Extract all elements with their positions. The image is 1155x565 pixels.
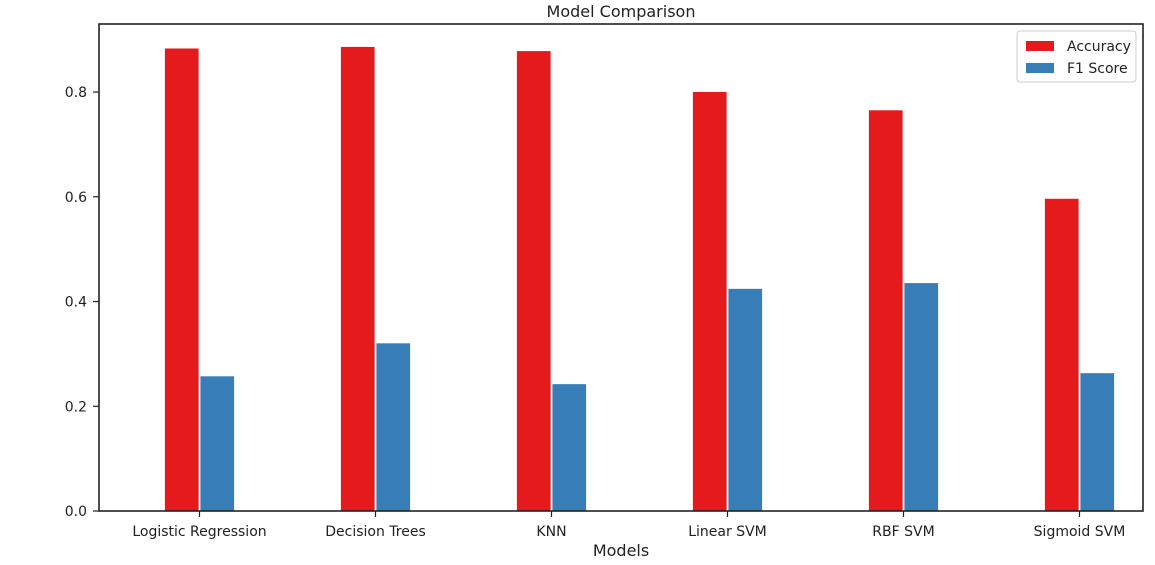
bar-f1-score-1 — [375, 342, 411, 512]
x-tick-label: Linear SVM — [688, 524, 767, 540]
bar-accuracy-4 — [868, 109, 904, 512]
bar-f1-score-0 — [199, 375, 235, 512]
legend-label-f1-score: F1 Score — [1067, 61, 1128, 77]
bar-accuracy-1 — [340, 46, 376, 512]
x-tick-label: Decision Trees — [325, 524, 426, 540]
bar-accuracy-5 — [1044, 197, 1080, 512]
x-tick-label: Sigmoid SVM — [1034, 524, 1126, 540]
chart-title: Model Comparison — [547, 2, 696, 21]
bar-f1-score-4 — [903, 282, 939, 512]
bar-accuracy-2 — [516, 50, 552, 512]
y-tick-label: 0.8 — [65, 85, 87, 101]
bars-layer — [164, 46, 1115, 512]
bar-f1-score-2 — [551, 383, 587, 512]
x-tick-label: RBF SVM — [872, 524, 934, 540]
bar-accuracy-0 — [164, 47, 200, 512]
y-tick-label: 0.0 — [65, 504, 87, 520]
legend-label-accuracy: Accuracy — [1067, 39, 1131, 55]
legend[interactable]: Accuracy F1 Score — [1016, 30, 1137, 83]
x-axis-title: Models — [593, 541, 649, 560]
legend-swatch-f1-score — [1026, 63, 1054, 73]
x-tick-label: Logistic Regression — [132, 524, 266, 540]
y-tick-label: 0.4 — [65, 295, 87, 311]
x-axis-ticks: Logistic Regression Decision Trees KNN Line… — [132, 511, 1125, 540]
y-tick-label: 0.2 — [65, 399, 87, 415]
bar-accuracy-3 — [692, 91, 728, 512]
bar-f1-score-5 — [1079, 372, 1115, 512]
legend-swatch-accuracy — [1026, 41, 1054, 51]
plot-frame — [98, 23, 1144, 512]
bar-f1-score-3 — [727, 288, 763, 512]
y-tick-label: 0.6 — [65, 190, 87, 206]
x-tick-label: KNN — [536, 524, 566, 540]
y-axis-ticks: 0.0 0.2 0.4 0.6 0.8 — [65, 85, 99, 520]
